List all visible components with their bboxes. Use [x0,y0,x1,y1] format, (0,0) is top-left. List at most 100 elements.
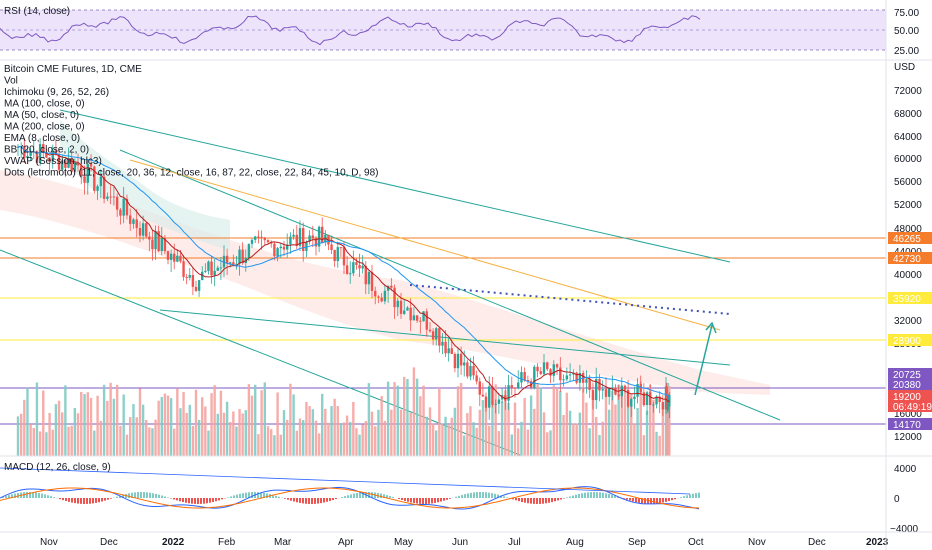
candle-body [76,162,80,166]
macd-bar [200,498,202,504]
macd-bar [11,494,13,498]
macd-bar [437,498,439,503]
volume-bar [542,412,546,456]
volume-bar [73,407,77,456]
volume-bar [295,430,298,456]
macd-bar [512,498,514,500]
candle-body [83,176,86,183]
macd-bar [521,498,523,502]
volume-bar [361,424,364,456]
macd-bar [188,498,190,504]
macd-bar [362,492,364,498]
candle-body [472,365,475,376]
volume-bar [86,392,89,456]
volume-bar [438,387,441,456]
macd-bar [323,498,325,503]
volume-bar [188,404,191,456]
volume-bar [204,406,207,456]
macd-bar [464,494,466,498]
candle-body [494,403,497,405]
candle-body [317,226,321,247]
candle-body [207,261,210,271]
macd-bar [596,492,598,498]
candle-body [26,155,29,159]
macd-bar [89,498,91,504]
macd-bar [356,493,358,498]
macd-bar [32,492,34,498]
macd-bar [428,498,430,504]
macd-bar [155,493,157,498]
macd-bar [284,498,286,499]
volume-bar [321,393,324,456]
candle-body [504,395,507,401]
macd-tick: −4000 [890,524,919,535]
macd-bar [608,494,610,498]
volume-bar [380,396,383,456]
candle-body [422,311,425,322]
macd-bar [296,498,298,503]
volume-bar [415,378,419,456]
candle-body [435,328,438,340]
macd-bar [5,496,7,498]
macd-bar [593,492,595,498]
candle-body [210,261,213,276]
volume-bar [652,399,655,456]
candle-body [311,235,314,239]
macd-bar [425,498,427,504]
candle-body [513,387,517,389]
candle-body [507,385,510,401]
candle-body [106,196,109,199]
macd-histogram [2,492,700,504]
volume-bar [383,420,387,456]
macd-bar [173,498,175,500]
candle-body [523,372,526,381]
price-tick: 56000 [894,177,922,188]
macd-bar [239,493,241,498]
macd-bar [449,498,451,499]
candle-body [549,369,552,376]
macd-bar [686,495,688,498]
macd-bar [389,496,391,498]
volume-bar [585,402,588,456]
macd-bar [299,498,301,503]
volume-bar [279,434,282,456]
macd-bar [98,498,100,503]
candle-body [393,287,396,308]
macd-bar [557,498,559,501]
volume-bar [129,417,132,456]
macd-bar [47,495,49,498]
macd-bar [2,497,4,498]
volume-bar [135,417,138,456]
candle-body [444,341,447,354]
volume-bar [403,376,406,456]
candle-body [428,329,432,332]
macd-bar [293,498,295,502]
macd-bar [65,498,67,502]
volume-bar [533,408,536,456]
volume-bar [112,398,116,456]
volume-bar [19,413,23,456]
macd-bar [233,495,235,498]
volume-bar [302,420,305,456]
price-tick: 12000 [894,432,922,443]
candle-body [565,375,569,380]
candle-body [219,267,223,269]
macd-bar [479,492,481,498]
candle-body [225,255,229,264]
volume-bar [598,434,601,456]
volume-bar [292,394,295,456]
volume-bar [305,401,308,456]
macd-bar [536,498,538,504]
macd-bar [215,498,217,502]
macd-bar [185,498,187,503]
volume-bar [308,406,311,456]
volume-bar [484,407,488,456]
indicator-label: Vol [4,76,18,87]
candle-body [588,379,591,390]
macd-bar [494,493,496,498]
candle-body [54,150,58,155]
volume-bar [459,382,463,456]
candle-body [308,235,311,242]
macd-bar [86,498,88,504]
